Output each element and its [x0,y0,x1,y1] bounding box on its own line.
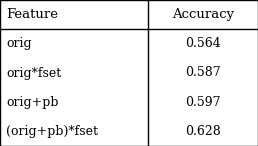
Text: 0.564: 0.564 [185,37,221,50]
Text: orig*fset: orig*fset [6,66,62,80]
Text: Feature: Feature [6,8,59,21]
Text: 0.628: 0.628 [185,125,221,138]
Text: orig+pb: orig+pb [6,96,59,109]
Text: 0.597: 0.597 [186,96,221,109]
Text: Accuracy: Accuracy [172,8,234,21]
Text: orig: orig [6,37,32,50]
Text: (orig+pb)*fset: (orig+pb)*fset [6,125,99,138]
Text: 0.587: 0.587 [185,66,221,80]
